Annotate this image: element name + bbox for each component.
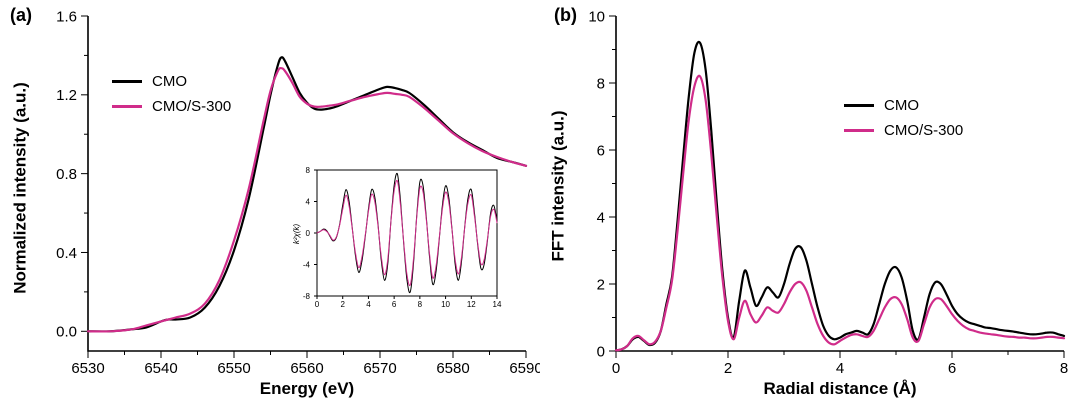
legend-item-cmo: CMO <box>112 74 231 89</box>
panel-a-letter: (a) <box>10 5 32 25</box>
legend-line-cmo-s300-swatch <box>112 105 142 108</box>
legend-item-cmo-s300: CMO/S-300 <box>112 99 231 114</box>
svg-text:2: 2 <box>724 360 732 377</box>
svg-text:2: 2 <box>340 300 345 309</box>
svg-text:4: 4 <box>366 300 371 309</box>
svg-text:0: 0 <box>315 300 320 309</box>
panel-b-plot: 0 2 4 6 8 0 2 4 6 8 10 <box>588 8 1068 377</box>
svg-text:4: 4 <box>836 360 844 377</box>
legend-panel-a: CMO CMO/S-300 <box>112 74 231 114</box>
svg-text:-8: -8 <box>303 292 311 301</box>
svg-text:6550: 6550 <box>217 360 250 377</box>
svg-text:6: 6 <box>597 142 605 159</box>
svg-text:6: 6 <box>948 360 956 377</box>
panel-b-xaxis-title: Radial distance (Å) <box>763 379 917 398</box>
svg-text:8: 8 <box>418 300 423 309</box>
svg-text:2: 2 <box>597 276 605 293</box>
legend-item-cmo-s300: CMO/S-300 <box>844 123 963 138</box>
svg-text:6: 6 <box>392 300 397 309</box>
legend-line-cmo-s300-swatch <box>844 129 874 132</box>
panel-b-letter: (b) <box>554 5 577 25</box>
svg-text:1.2: 1.2 <box>56 87 77 104</box>
svg-text:0.0: 0.0 <box>56 324 77 341</box>
exafs-inset: 0 2 4 6 8 10 12 14 -8 -4 0 4 8 k²χ(k) <box>292 164 504 314</box>
panel-a-plot: 6530 6540 6550 6560 6570 6580 6590 0.0 0.4 0.8 1.2… <box>56 8 540 377</box>
svg-text:0.8: 0.8 <box>56 166 77 183</box>
svg-text:8: 8 <box>306 166 311 175</box>
legend-label-cmo: CMO <box>152 73 187 90</box>
legend-label-cmo: CMO <box>884 97 919 114</box>
legend-label-cmo-s300: CMO/S-300 <box>152 98 232 115</box>
exafs-inset-plot: 0 2 4 6 8 10 12 14 -8 -4 0 4 8 <box>303 166 502 309</box>
panel-a: 6530 6540 6550 6560 6570 6580 6590 0.0 0.4 0.8 1.2… <box>10 5 540 398</box>
svg-text:0: 0 <box>612 360 620 377</box>
svg-text:6570: 6570 <box>363 360 396 377</box>
svg-text:6580: 6580 <box>436 360 469 377</box>
svg-text:4: 4 <box>597 209 605 226</box>
legend-panel-b: CMO CMO/S-300 <box>844 98 963 138</box>
panel-b: 0 2 4 6 8 0 2 4 6 8 10 (b) FFT intensity (a.u.) Ra… <box>540 0 1080 409</box>
svg-text:6590: 6590 <box>509 360 540 377</box>
svg-text:10: 10 <box>441 300 450 309</box>
svg-text:1.6: 1.6 <box>56 8 77 25</box>
svg-text:6560: 6560 <box>290 360 323 377</box>
svg-text:6530: 6530 <box>71 360 104 377</box>
panel-a-yaxis-title: Normalized intensity (a.u.) <box>10 82 30 294</box>
legend-line-cmo-swatch <box>112 80 142 83</box>
inset-yaxis-title: k²χ(k) <box>292 223 301 245</box>
svg-text:8: 8 <box>1060 360 1068 377</box>
svg-text:8: 8 <box>597 75 605 92</box>
panel-b-yaxis-title: FFT intensity (a.u.) <box>548 110 568 262</box>
legend-label-cmo-s300: CMO/S-300 <box>884 122 964 139</box>
svg-text:14: 14 <box>493 300 502 309</box>
svg-text:0: 0 <box>597 343 605 360</box>
svg-text:12: 12 <box>467 300 476 309</box>
svg-text:-4: -4 <box>303 260 311 269</box>
svg-text:0: 0 <box>306 229 311 238</box>
legend-item-cmo: CMO <box>844 98 963 113</box>
legend-line-cmo-swatch <box>844 104 874 107</box>
svg-text:10: 10 <box>588 8 605 25</box>
svg-text:6540: 6540 <box>144 360 177 377</box>
panel-a-xaxis-title: Energy (eV) <box>259 379 355 398</box>
svg-text:4: 4 <box>306 197 311 206</box>
svg-text:0.4: 0.4 <box>56 245 77 262</box>
